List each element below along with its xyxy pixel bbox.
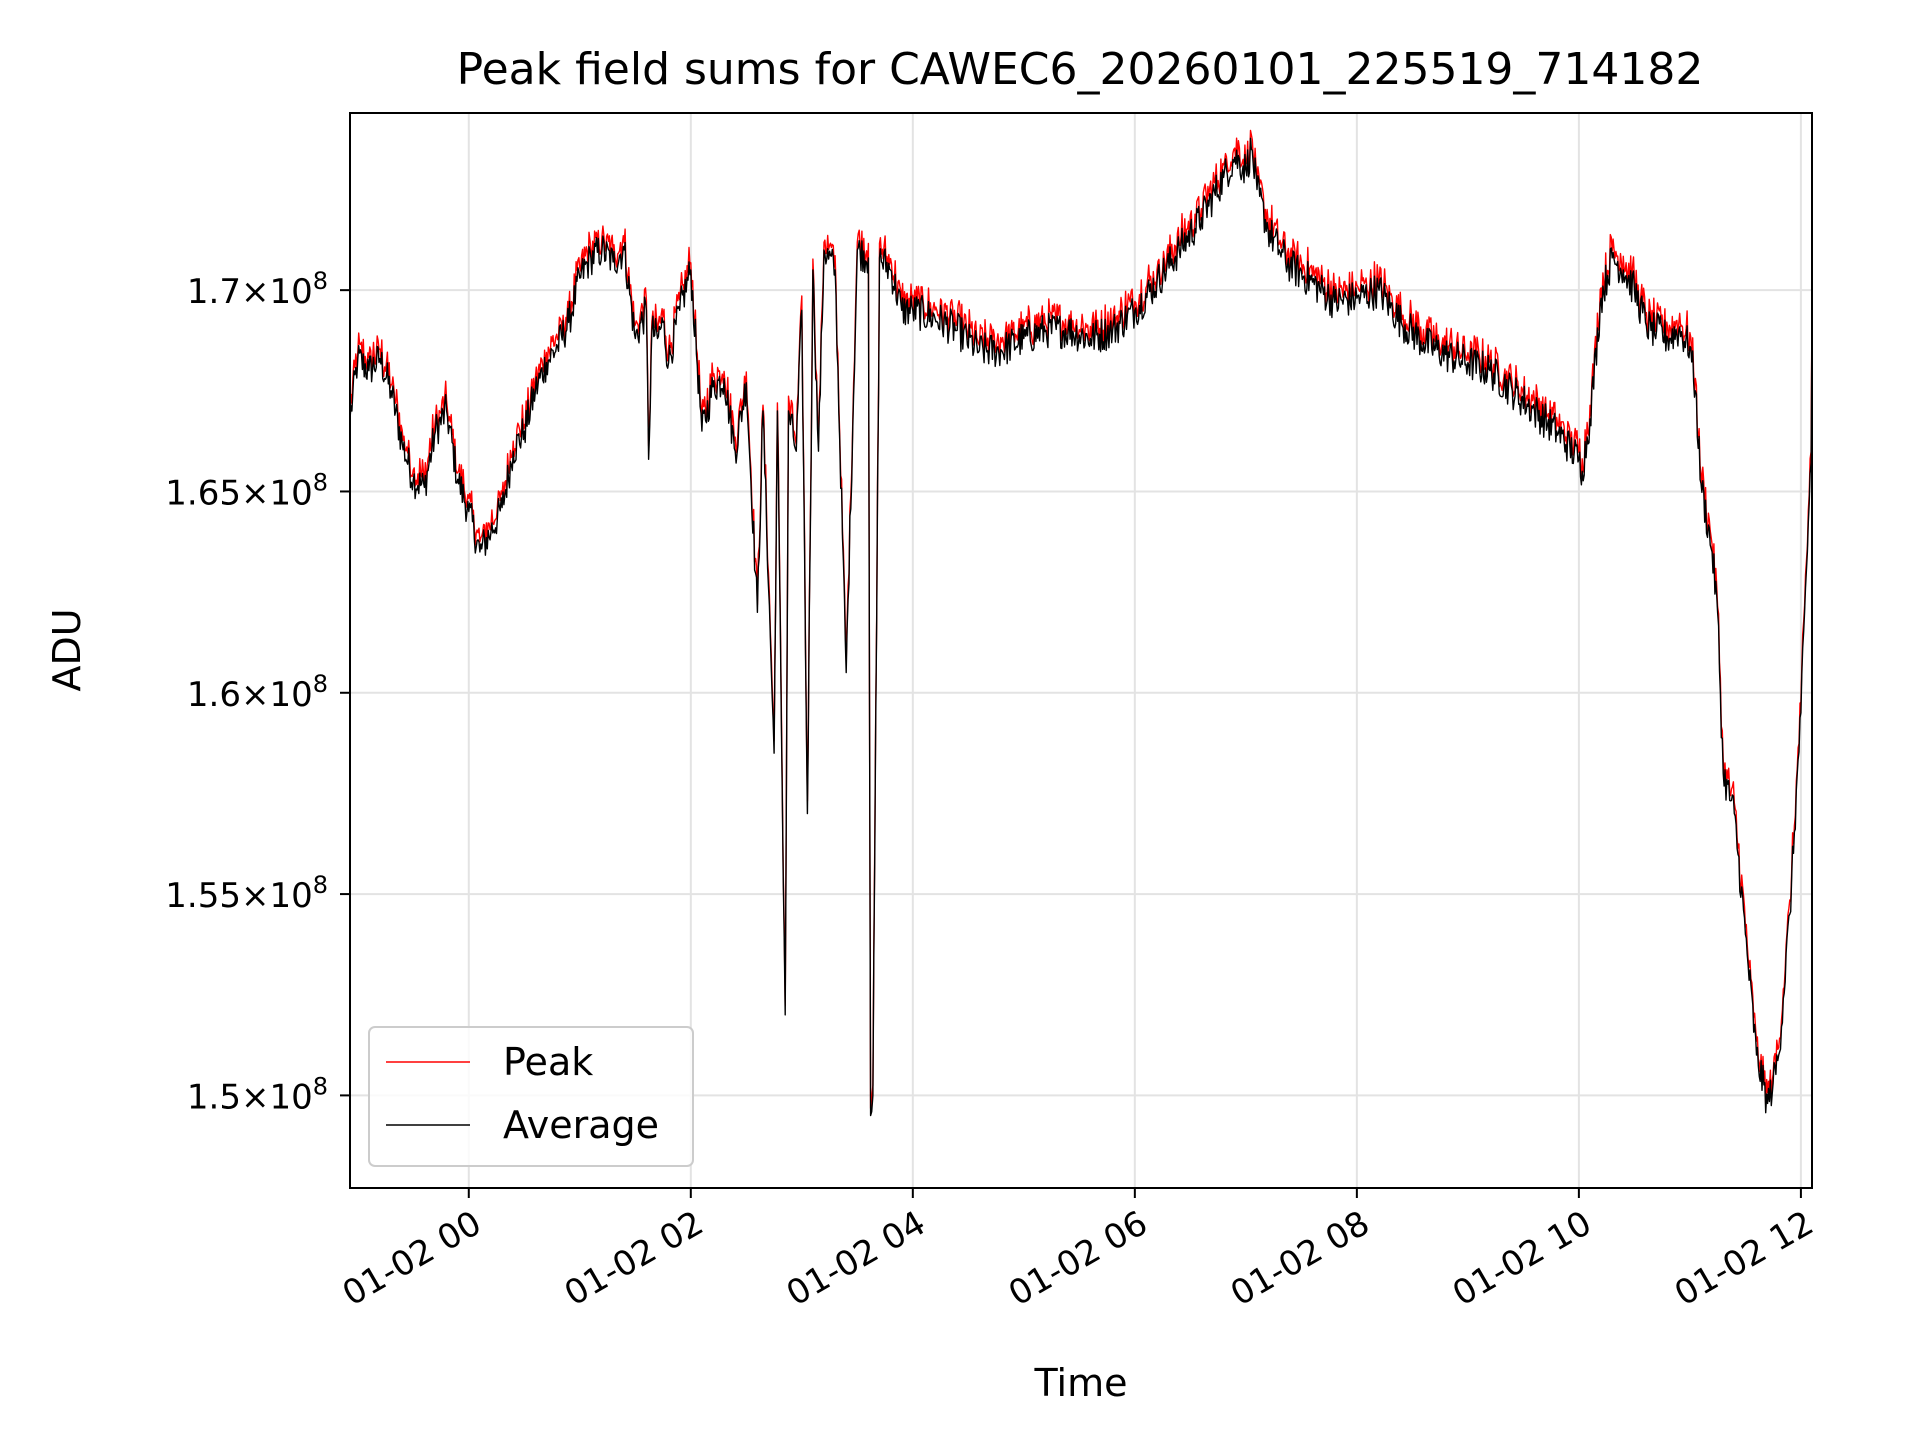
y-tick-mantissa: 1.7 [187, 272, 241, 312]
y-tick-exponent: 8 [313, 468, 328, 496]
y-tick-exponent: 8 [313, 871, 328, 899]
y-tick-exponent: 8 [313, 1072, 328, 1100]
y-tick-times: × [241, 675, 270, 715]
y-tick-times: × [241, 876, 270, 916]
y-tick-label: 1.6×108 [187, 670, 328, 715]
y-tick-label: 1.5×108 [187, 1072, 328, 1117]
legend: Peak Average [368, 1026, 694, 1167]
y-tick-exponent: 8 [313, 670, 328, 698]
x-axis-label: Time [1034, 1361, 1128, 1405]
y-tick-label: 1.7×108 [187, 267, 328, 312]
y-tick-base: 10 [269, 272, 312, 312]
y-tick-base: 10 [269, 675, 312, 715]
series-average-line [349, 137, 1813, 1117]
chart-title: Peak field sums for CAWEC6_20260101_2255… [457, 44, 1704, 95]
y-tick-mantissa: 1.55 [165, 876, 241, 916]
y-tick-label: 1.65×108 [165, 468, 328, 513]
legend-average-label: Average [503, 1103, 659, 1147]
y-tick-base: 10 [269, 473, 312, 513]
y-tick-mantissa: 1.65 [165, 473, 241, 513]
y-tick-label: 1.55×108 [165, 871, 328, 916]
y-tick-times: × [241, 272, 270, 312]
y-tick-mantissa: 1.5 [187, 1077, 241, 1117]
y-axis-label: ADU [45, 608, 89, 691]
legend-peak-label: Peak [503, 1040, 593, 1084]
plot-lines [349, 129, 1813, 1117]
y-tick-base: 10 [269, 1077, 312, 1117]
y-tick-times: × [241, 1077, 270, 1117]
y-tick-mantissa: 1.6 [187, 675, 241, 715]
y-tick-exponent: 8 [313, 267, 328, 295]
y-tick-base: 10 [269, 876, 312, 916]
y-tick-times: × [241, 473, 270, 513]
plot-frame [349, 112, 1813, 1189]
